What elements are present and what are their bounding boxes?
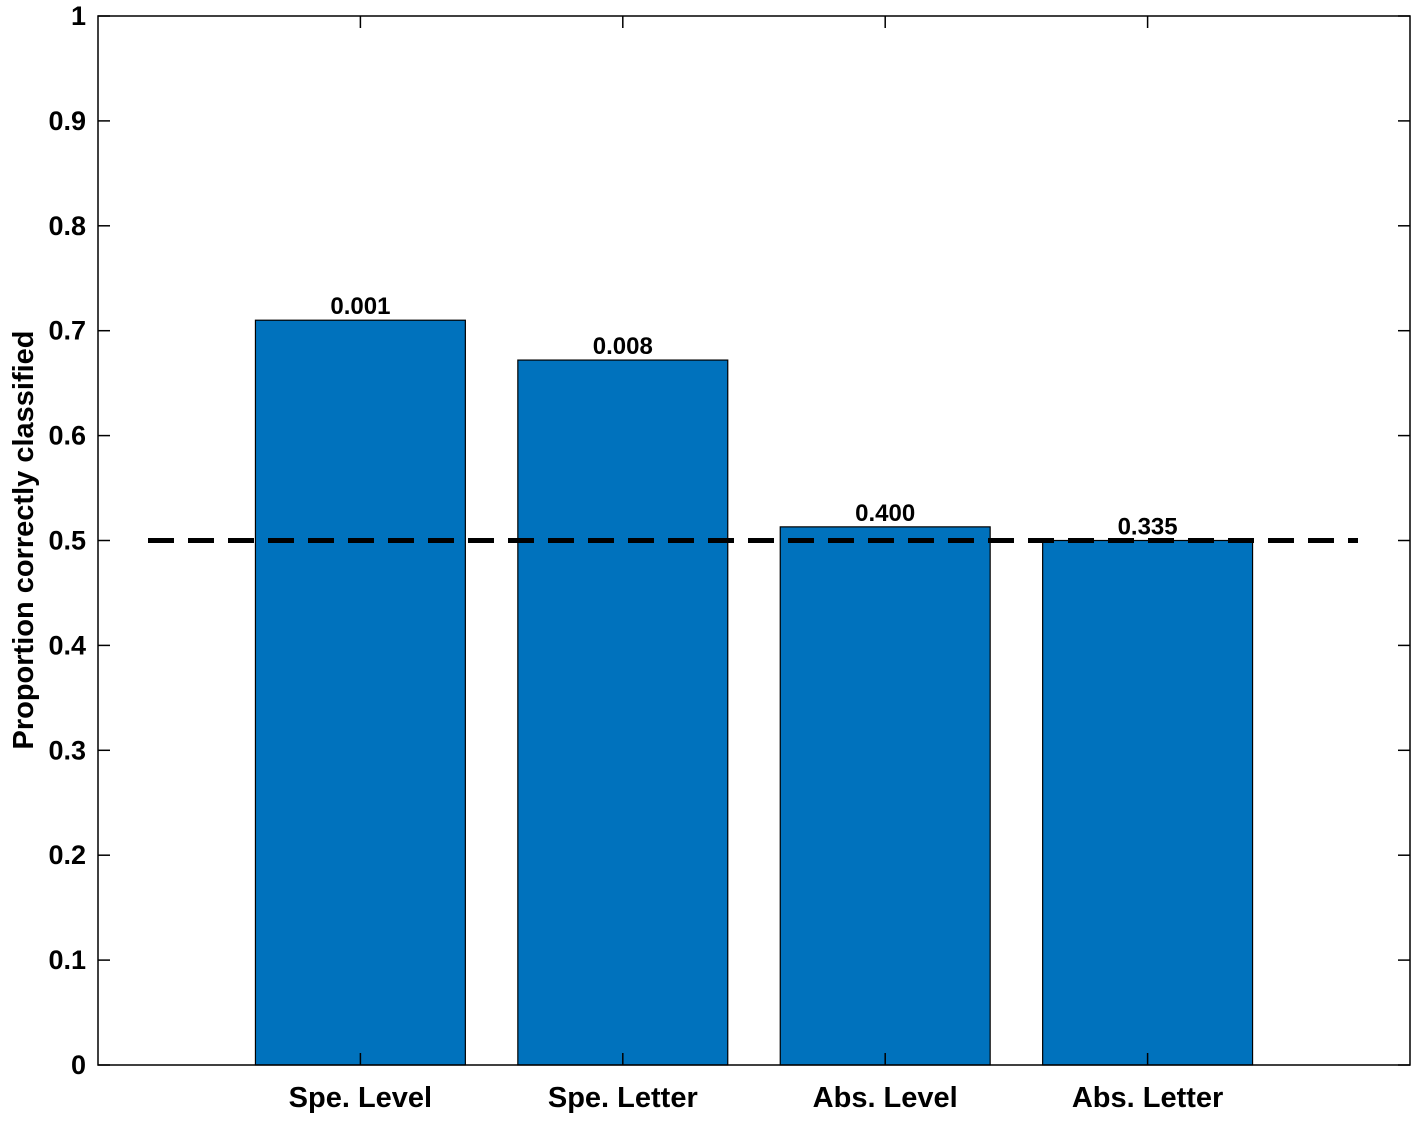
y-tick-label-7: 0.7 <box>48 316 86 346</box>
bar-2 <box>517 359 729 1066</box>
x-tick-label-4: Abs. Letter <box>1072 1082 1223 1114</box>
plot-frame <box>97 15 1411 1066</box>
bar-1 <box>254 319 466 1066</box>
bar-label-1: 0.001 <box>330 293 390 320</box>
y-tick-label-6: 0.6 <box>48 421 86 451</box>
y-tick-label-8: 0.8 <box>48 211 86 241</box>
bar-label-4: 0.335 <box>1118 514 1178 541</box>
y-tick-label-10: 1 <box>71 1 86 31</box>
y-tick-label-1: 0.1 <box>48 945 86 975</box>
x-tick-label-2: Spe. Letter <box>548 1082 698 1114</box>
y-tick-label-2: 0.2 <box>48 840 86 870</box>
bar-4 <box>1042 539 1254 1066</box>
bar-label-2: 0.008 <box>593 333 653 360</box>
y-axis-title: Proportion correctly classified <box>8 330 40 749</box>
y-tick-label-3: 0.3 <box>48 735 86 765</box>
bar-3 <box>779 526 991 1066</box>
axes-layer <box>97 15 1411 1066</box>
y-tick-label-4: 0.4 <box>48 630 86 660</box>
y-tick-label-5: 0.5 <box>48 526 86 556</box>
bar-label-3: 0.400 <box>855 500 915 527</box>
x-tick-label-1: Spe. Level <box>289 1082 432 1114</box>
y-tick-label-9: 0.9 <box>48 106 86 136</box>
x-tick-label-3: Abs. Level <box>813 1082 958 1114</box>
y-tick-label-0: 0 <box>71 1050 86 1080</box>
bars-layer <box>254 319 1254 1066</box>
labels-layer: 0.001 Spe. Level 0.008 Spe. Letter 0.400 Abs.… <box>48 1 1223 1114</box>
